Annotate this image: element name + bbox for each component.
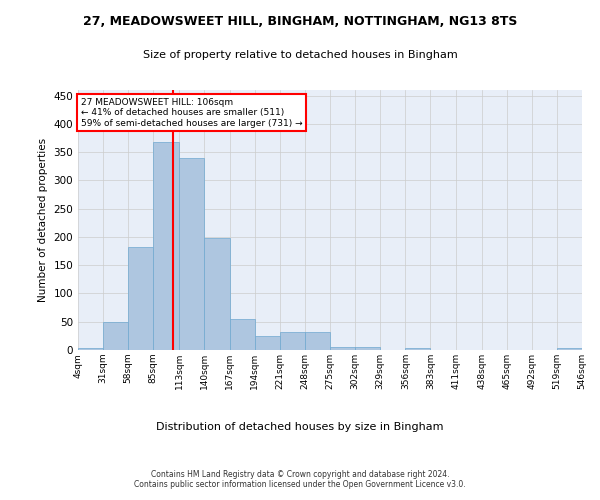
Text: Distribution of detached houses by size in Bingham: Distribution of detached houses by size … — [156, 422, 444, 432]
Bar — [254, 336, 280, 350]
Bar — [205, 238, 230, 350]
Text: Size of property relative to detached houses in Bingham: Size of property relative to detached ho… — [143, 50, 457, 60]
Bar — [330, 347, 355, 350]
Bar — [154, 142, 179, 350]
Bar — [179, 158, 205, 350]
Bar — [103, 322, 128, 350]
Text: 27 MEADOWSWEET HILL: 106sqm
← 41% of detached houses are smaller (511)
59% of se: 27 MEADOWSWEET HILL: 106sqm ← 41% of det… — [80, 98, 302, 128]
Text: 27, MEADOWSWEET HILL, BINGHAM, NOTTINGHAM, NG13 8TS: 27, MEADOWSWEET HILL, BINGHAM, NOTTINGHA… — [83, 15, 517, 28]
Bar — [406, 348, 430, 350]
Bar — [280, 332, 305, 350]
Bar — [355, 346, 380, 350]
Bar — [557, 348, 582, 350]
Bar — [128, 246, 154, 350]
Y-axis label: Number of detached properties: Number of detached properties — [38, 138, 48, 302]
Bar — [230, 320, 254, 350]
Bar — [78, 348, 103, 350]
Bar — [305, 332, 330, 350]
Text: Contains HM Land Registry data © Crown copyright and database right 2024.
Contai: Contains HM Land Registry data © Crown c… — [134, 470, 466, 490]
